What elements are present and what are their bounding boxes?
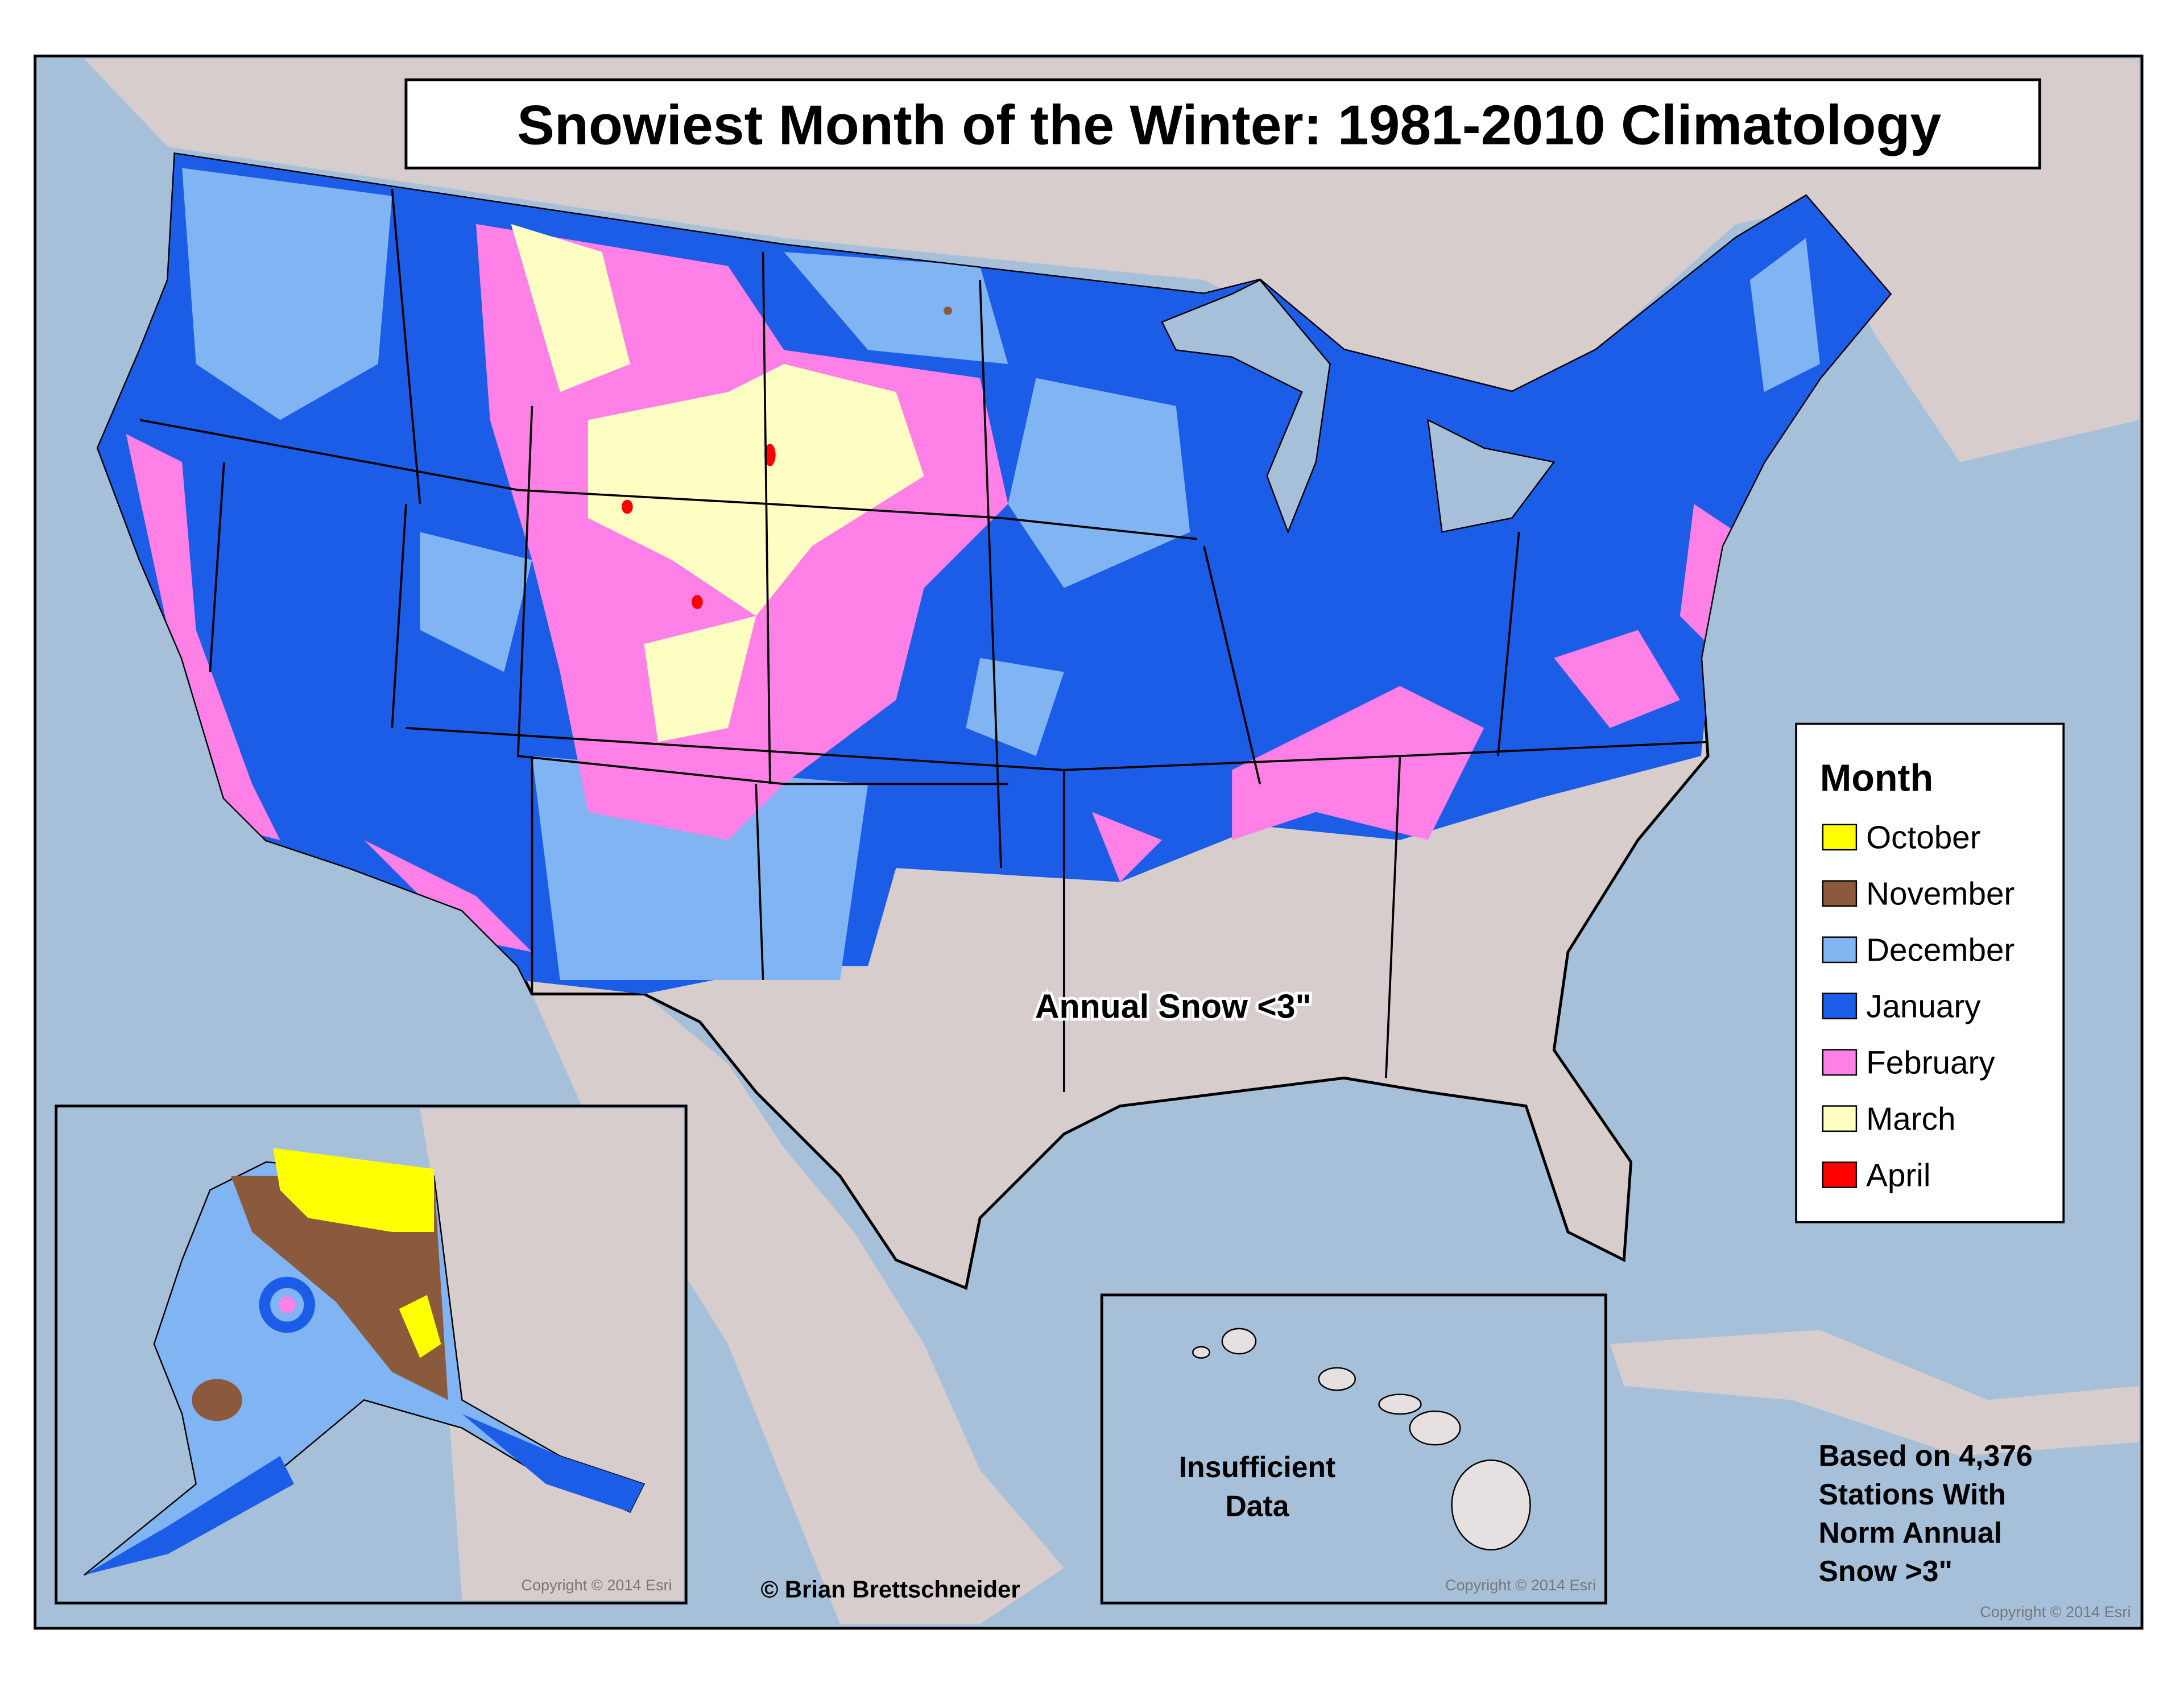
legend-swatch — [1822, 880, 1858, 907]
legend-box — [1795, 722, 2065, 1223]
great-lakes — [1427, 419, 1556, 533]
state-borders — [139, 189, 1709, 1092]
legend-title: Month — [1820, 758, 1933, 800]
copyright: Copyright © 2014 Esri — [1980, 1603, 2131, 1620]
stations-note-line: Norm Annual — [1818, 1516, 2001, 1549]
title-box — [404, 78, 2041, 169]
legend-swatch — [1822, 993, 1858, 1020]
alaska-january — [84, 1414, 644, 1576]
hawaii-inset — [1100, 1293, 1607, 1605]
legend-label: November — [1866, 876, 2015, 912]
legend-label: December — [1866, 932, 2015, 968]
legend-swatch — [1822, 1105, 1858, 1132]
alaska-land — [84, 1161, 646, 1576]
legend-label: February — [1866, 1044, 1995, 1080]
alaska-november — [192, 1379, 242, 1421]
canada-land — [420, 1109, 684, 1601]
hawaii-note: Data — [1225, 1490, 1289, 1523]
copyright: Copyright © 2014 Esri — [1445, 1576, 1596, 1594]
alaska-february — [278, 1296, 296, 1313]
legend-swatch — [1822, 824, 1858, 851]
stations-note-line: Based on 4,376 — [1818, 1439, 2032, 1472]
legend-label: April — [1866, 1157, 1930, 1193]
legend: October November December January February Ma… — [1822, 820, 2015, 1193]
stations-note-line: Stations With — [1818, 1478, 2006, 1511]
alaska-october — [399, 1295, 441, 1358]
hawaii-islands — [1192, 1328, 1531, 1551]
april-spot — [692, 595, 703, 609]
legend-label: March — [1866, 1101, 1955, 1136]
legend-label: January — [1866, 988, 1981, 1024]
legend-swatch — [1822, 936, 1858, 964]
copyright: Copyright © 2014 Esri — [521, 1576, 672, 1594]
stations-note: Based on 4,376 Stations With Norm Annual Sn… — [1818, 1439, 2032, 1587]
alaska-october — [273, 1148, 435, 1233]
hawaii-note: Insufficient — [1179, 1450, 1336, 1483]
april-spot — [764, 444, 776, 466]
stations-note-line: Snow >3" — [1818, 1554, 1953, 1587]
legend-label: October — [1866, 820, 1980, 855]
land-caribbean — [1610, 1330, 2140, 1456]
legend-swatch — [1822, 1049, 1858, 1076]
april-spot — [621, 499, 633, 514]
great-lakes — [1161, 279, 1331, 534]
map-title: Snowiest Month of the Winter: 1981-2010 … — [517, 94, 1941, 156]
author-credit: © Brian Brettschneider — [760, 1576, 1020, 1602]
march-region — [511, 224, 924, 742]
legend-swatch — [1822, 1161, 1858, 1188]
february-region — [126, 224, 1736, 952]
november-spot — [944, 307, 952, 315]
annual-snow-label: Annual Snow <3" — [1035, 987, 1312, 1025]
